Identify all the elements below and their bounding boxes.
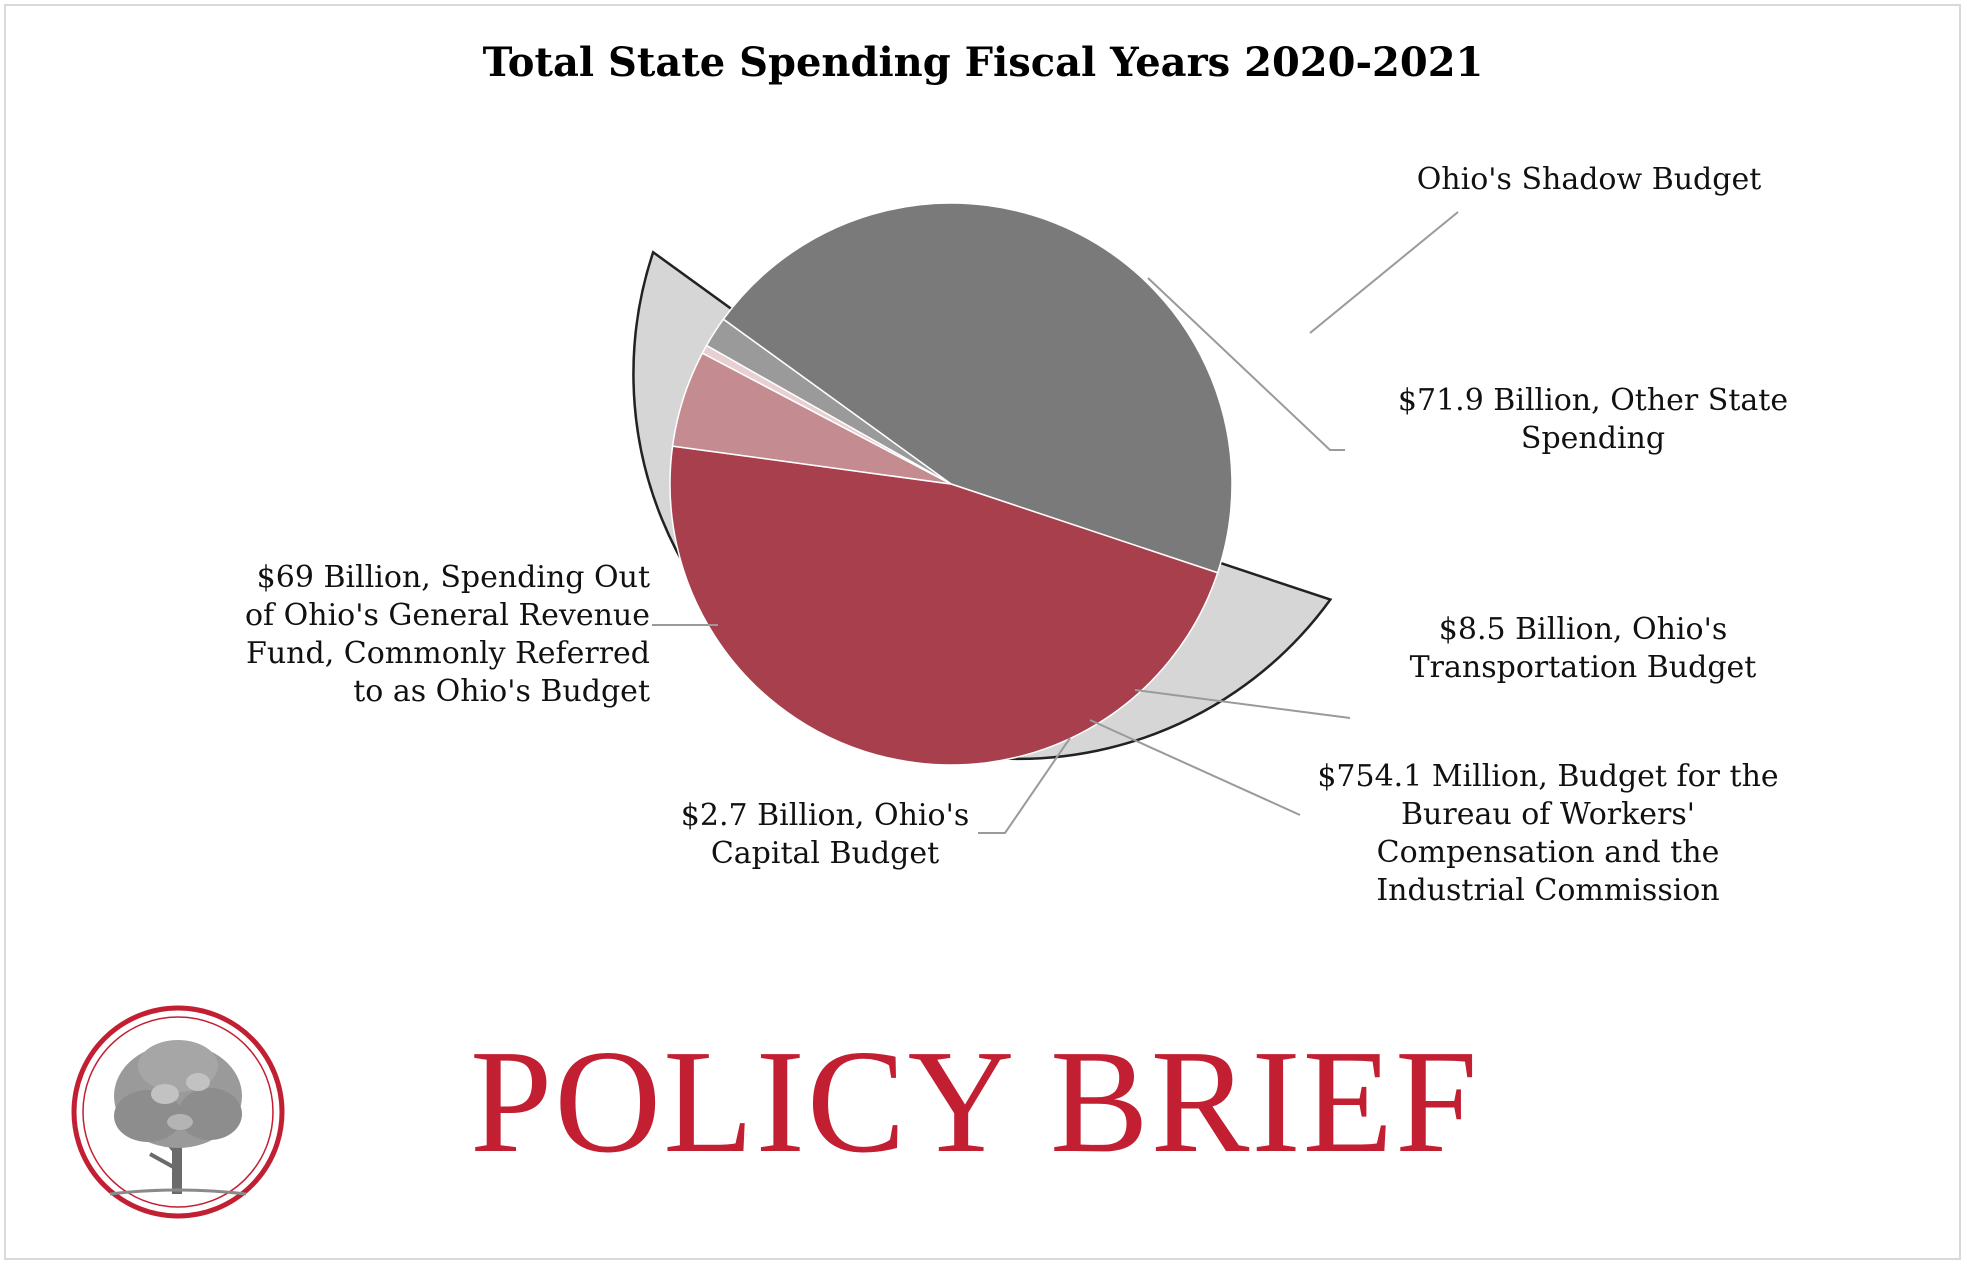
pie-slice-other-state-spending	[669, 445, 1219, 766]
slice-label-other-state-spending: $71.9 Billion, Other State Spending	[1398, 383, 1788, 456]
slice-layer	[669, 202, 1233, 766]
slice-label-ohio-s-transportation-budget: $8.5 Billion, Ohio's Transportation Budge…	[1410, 612, 1757, 685]
tree-seal-icon	[71, 1005, 285, 1219]
policy-brief-wordmark: POLICY BRIEF	[470, 1020, 1480, 1184]
shadow-budget-label: Ohio's Shadow Budget	[1417, 162, 1762, 197]
pie-slice-spending-out-of-ohio-s-general-revenue-fund-commonly-referred-to-as-ohio-s-budget	[722, 202, 1233, 574]
pie-slice-ohio-s-capital-budget	[705, 318, 952, 485]
leader-line-shadow-budget	[1309, 211, 1459, 334]
leader-line-budget-for-the-bureau-of-workers-compensation-and-the-industrial-commission	[1089, 719, 1301, 816]
leader-line-ohio-s-capital-budget	[978, 737, 1071, 834]
slice-label-ohio-s-capital-budget: $2.7 Billion, Ohio's Capital Budget	[681, 798, 969, 871]
slice-label-budget-for-the-bureau-of-workers-compensation-and-the-industrial-commission: $754.1 Million, Budget for the Bureau of …	[1317, 759, 1778, 908]
slice-label-spending-out-of-ohio-s-general-revenue-fund-commonly-referred-to-as-ohio-s-budget: $69 Billion, Spending Out of Ohio's Gener…	[245, 560, 650, 709]
leader-line-ohio-s-transportation-budget	[1134, 689, 1351, 719]
leader-line-anchor	[1310, 208, 1312, 210]
leader-line-other-state-spending	[1147, 277, 1345, 451]
chart-title: Total State Spending Fiscal Years 2020-2…	[483, 39, 1484, 86]
leader-line-layer	[652, 208, 1459, 834]
label-layer: $69 Billion, Spending Out of Ohio's Gener…	[245, 162, 1788, 908]
